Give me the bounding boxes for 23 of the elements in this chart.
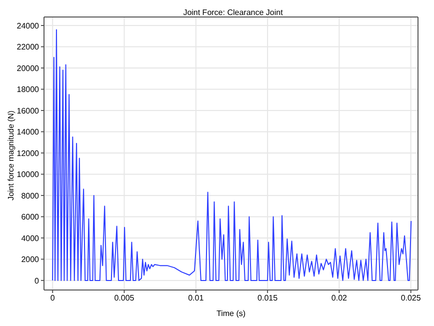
- chart-title: Joint Force: Clearance Joint: [182, 8, 284, 17]
- y-tick-label: 14000: [16, 128, 40, 137]
- x-tick-label: 0.015: [258, 294, 278, 303]
- y-tick-label: 10000: [16, 170, 40, 180]
- x-tick-label: 0.01: [188, 294, 204, 303]
- y-axis-title: Joint force magnitude (N): [6, 110, 16, 202]
- y-tick-label: 18000: [16, 85, 40, 94]
- y-tick-label: 24000: [16, 21, 40, 30]
- line-series: [52, 29, 412, 281]
- y-tick-label: 12000: [16, 148, 40, 158]
- y-tick-label: 16000: [16, 106, 40, 116]
- y-tick-label: 4000: [21, 234, 40, 243]
- x-tick-label: 0.02: [331, 294, 348, 303]
- y-tick-label: 8000: [21, 191, 40, 200]
- y-tick-label: 6000: [21, 212, 40, 222]
- y-tick-label: 0: [34, 276, 40, 286]
- y-tick-label: 22000: [16, 42, 40, 52]
- x-tick-label: 0.005: [114, 294, 135, 303]
- x-tick-label: 0.025: [400, 294, 422, 303]
- y-tick-label: 20000: [16, 64, 40, 73]
- x-tick-label: 0: [50, 294, 56, 303]
- x-axis-title: Time (s): [216, 309, 246, 318]
- y-tick-label: 2000: [21, 255, 40, 264]
